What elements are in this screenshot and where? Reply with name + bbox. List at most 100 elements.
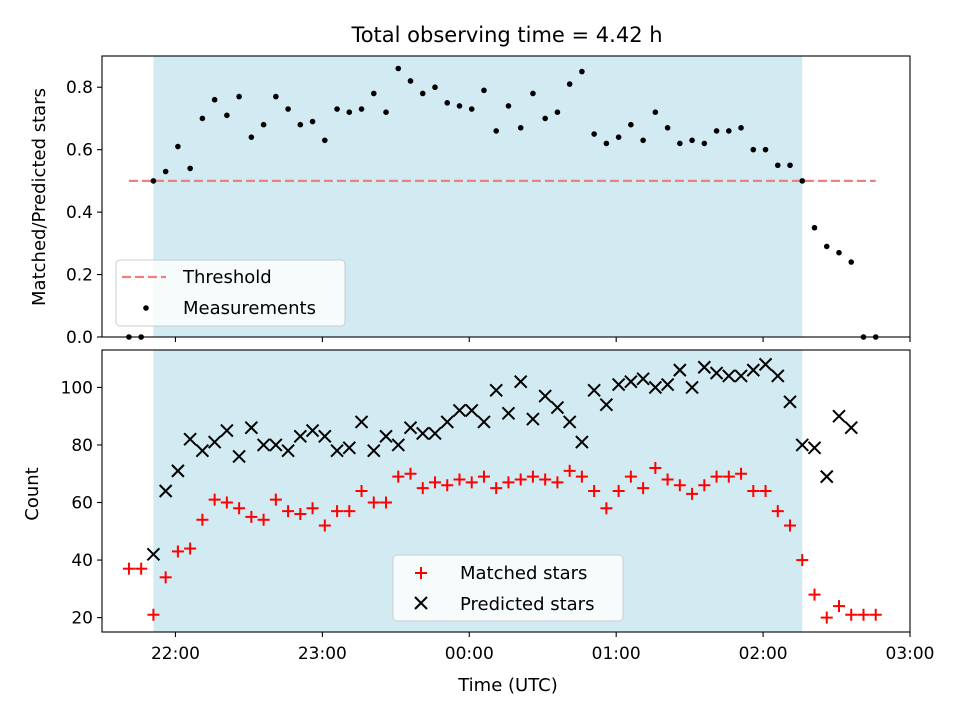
measurement-point bbox=[726, 128, 732, 134]
measurement-point bbox=[468, 106, 475, 112]
predicted-star-point bbox=[256, 438, 271, 452]
matched-star-point bbox=[624, 470, 637, 483]
measurement-point bbox=[273, 93, 279, 100]
y-tick-label: 20 bbox=[71, 609, 93, 629]
measurement-point bbox=[309, 118, 316, 125]
measurement-point bbox=[285, 106, 291, 112]
x-tick-label: 23:00 bbox=[298, 644, 347, 664]
y-tick-label: 0.0 bbox=[66, 328, 93, 348]
measurement-point bbox=[566, 81, 573, 87]
predicted-star-point bbox=[709, 366, 724, 380]
measurement-point bbox=[162, 168, 169, 175]
predicted-star-point bbox=[575, 435, 589, 449]
matched-star-point bbox=[857, 608, 870, 621]
predicted-star-point bbox=[403, 420, 418, 435]
predicted-star-point bbox=[269, 438, 283, 452]
matched-star-point bbox=[453, 473, 466, 486]
measurement-point bbox=[260, 121, 267, 128]
matched-star-point bbox=[392, 470, 405, 483]
measurement-point bbox=[787, 162, 793, 169]
measurement-point bbox=[236, 93, 242, 100]
y-tick-label: 60 bbox=[71, 494, 93, 514]
matched-star-point bbox=[637, 482, 650, 495]
measurement-point bbox=[444, 100, 451, 106]
matched-star-point bbox=[220, 496, 233, 509]
y-tick-label: 100 bbox=[61, 378, 93, 398]
matched-star-point bbox=[269, 493, 282, 506]
matched-star-point bbox=[784, 519, 797, 532]
measurement-point bbox=[175, 143, 181, 150]
predicted-star-point bbox=[832, 409, 846, 423]
matched-star-point bbox=[159, 571, 172, 584]
predicted-legend-marker bbox=[414, 596, 428, 610]
measurement-point bbox=[823, 243, 830, 250]
matched-star-point bbox=[539, 473, 552, 486]
predicted-star-point bbox=[562, 415, 577, 429]
predicted-star-point bbox=[293, 429, 308, 444]
matched-star-point bbox=[673, 479, 686, 492]
x-tick-label: 22:00 bbox=[151, 644, 200, 664]
predicted-star-point bbox=[440, 415, 454, 429]
predicted-star-point bbox=[513, 374, 528, 389]
predicted-star-point bbox=[734, 369, 748, 383]
matched-star-point bbox=[502, 476, 515, 489]
measurement-point bbox=[297, 121, 304, 128]
measurement-point bbox=[615, 134, 622, 140]
legend-threshold-label: Threshold bbox=[182, 267, 272, 288]
predicted-star-point bbox=[379, 429, 393, 444]
measurement-point bbox=[419, 90, 426, 97]
measurement-point bbox=[542, 115, 548, 122]
measurements-legend-dot bbox=[143, 305, 149, 311]
top-legend: Threshold Measurements bbox=[115, 259, 346, 327]
predicted-star-point bbox=[354, 415, 369, 429]
measurement-point bbox=[395, 65, 402, 72]
predicted-star-point bbox=[587, 383, 601, 397]
matched-star-point bbox=[796, 554, 809, 567]
matched-star-point bbox=[588, 485, 601, 497]
predicted-star-point bbox=[820, 469, 834, 484]
predicted-star-point bbox=[465, 403, 479, 418]
predicted-star-point bbox=[636, 372, 650, 386]
measurement-point bbox=[652, 109, 659, 115]
matched-star-point bbox=[282, 505, 295, 518]
matched-star-point bbox=[441, 479, 454, 492]
predicted-star-point bbox=[624, 374, 638, 389]
measurement-point bbox=[701, 140, 708, 147]
matched-star-point bbox=[343, 505, 356, 518]
x-axis-label: Time (UTC) bbox=[457, 675, 558, 696]
y-tick-label: 0.8 bbox=[66, 78, 93, 98]
matched-star-point bbox=[771, 505, 784, 518]
matched-star-point bbox=[331, 505, 344, 518]
predicted-star-point bbox=[416, 426, 430, 441]
measurement-point bbox=[664, 125, 671, 131]
measurement-point bbox=[836, 249, 842, 256]
measurement-point bbox=[530, 90, 536, 97]
top-axes-frame bbox=[101, 55, 911, 338]
measurement-point bbox=[456, 103, 463, 109]
predicted-star-point bbox=[550, 400, 565, 415]
measurement-point bbox=[554, 109, 561, 115]
y-tick-label: 40 bbox=[71, 551, 93, 571]
x-tick-label: 01:00 bbox=[592, 644, 641, 664]
predicted-star-point bbox=[807, 441, 822, 455]
predicted-star-point bbox=[318, 429, 332, 444]
measurement-point bbox=[517, 125, 524, 131]
measurement-point bbox=[762, 146, 769, 153]
measurement-point bbox=[224, 112, 230, 119]
matched-star-point bbox=[318, 519, 331, 532]
matched-legend-marker bbox=[415, 567, 427, 579]
predicted-star-point bbox=[330, 444, 344, 458]
matched-star-point bbox=[245, 510, 258, 523]
predicted-star-point bbox=[305, 423, 320, 438]
predicted-star-point bbox=[526, 412, 540, 426]
predicted-star-point bbox=[746, 363, 761, 377]
predicted-star-point bbox=[783, 395, 797, 409]
predicted-star-point bbox=[795, 438, 809, 452]
matched-star-point bbox=[600, 502, 613, 515]
predicted-star-point bbox=[342, 441, 357, 455]
predicted-star-point bbox=[158, 484, 173, 498]
measurement-point bbox=[493, 128, 500, 134]
matched-star-point bbox=[869, 608, 882, 621]
measurement-point bbox=[358, 106, 365, 112]
